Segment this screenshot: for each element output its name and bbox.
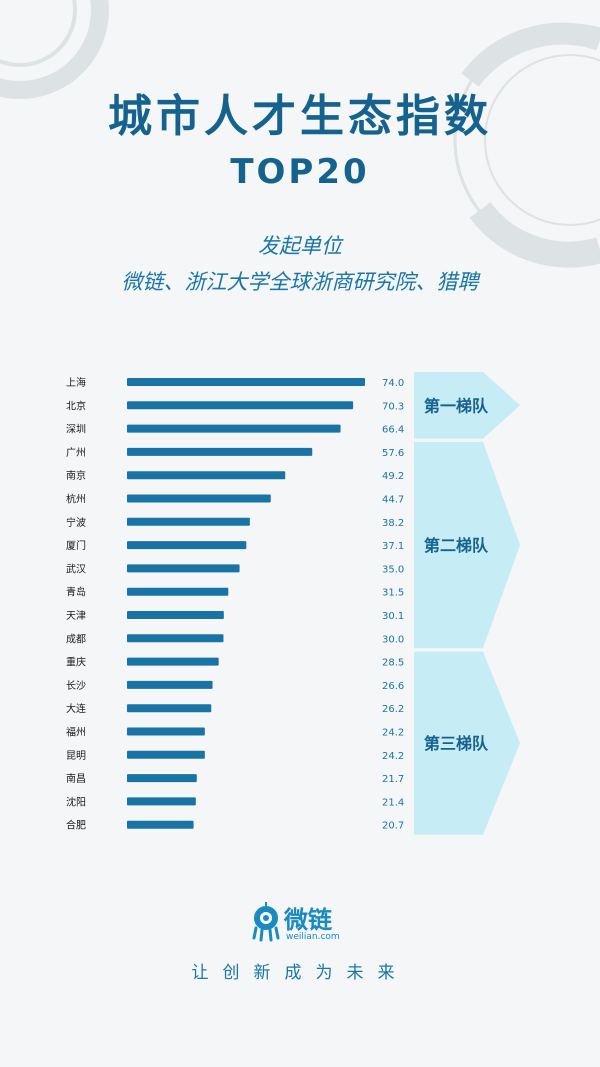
category-label: 天津 xyxy=(66,610,86,622)
value-label: 35.0 xyxy=(382,564,404,575)
deco-ring-topleft xyxy=(0,0,109,99)
value-label: 28.5 xyxy=(382,658,404,669)
value-label: 49.2 xyxy=(382,471,404,482)
bar xyxy=(127,727,205,736)
bar xyxy=(127,611,224,619)
tier-shape-1 xyxy=(414,372,520,439)
deco-arc-right-top xyxy=(461,22,600,87)
logo-text: 微链 xyxy=(284,906,332,934)
category-label: 长沙 xyxy=(66,680,86,692)
category-label: 宁波 xyxy=(66,516,86,529)
organizer-label: 发起单位 xyxy=(258,234,342,258)
category-label: 厦门 xyxy=(66,539,86,552)
bar xyxy=(127,378,365,386)
category-label: 成都 xyxy=(66,633,86,645)
bar xyxy=(127,424,341,433)
tier-label-3: 第三梯队 xyxy=(424,734,489,753)
value-label: 74.0 xyxy=(382,378,404,389)
bar xyxy=(127,820,194,829)
category-label: 上海 xyxy=(66,376,86,389)
page-title: 城市人才生态指数 xyxy=(108,91,492,142)
tier-shape-2 xyxy=(414,441,520,649)
category-label: 广州 xyxy=(66,447,86,459)
bar xyxy=(127,657,219,666)
organizer-names: 微链、浙江大学全球浙商研究院、猎聘 xyxy=(121,270,479,294)
value-label: 24.2 xyxy=(382,728,404,739)
bar xyxy=(127,564,240,573)
category-label: 昆明 xyxy=(66,750,86,762)
category-label: 北京 xyxy=(66,399,86,412)
tier-shape-3 xyxy=(414,651,520,835)
category-label: 南京 xyxy=(66,469,86,482)
bar xyxy=(127,541,247,550)
weilian-logo: 微链 weilian.com xyxy=(250,900,360,950)
deco-ring-right-inner xyxy=(484,54,600,226)
value-label: 20.7 xyxy=(382,821,404,832)
page-subtitle: TOP20 xyxy=(230,152,370,192)
bar xyxy=(127,704,212,713)
deco-ring-topleft-inner xyxy=(0,0,77,67)
value-label: 21.4 xyxy=(382,797,404,808)
value-label: 37.1 xyxy=(382,541,404,552)
tier-label-2: 第二梯队 xyxy=(424,536,489,555)
category-label: 福州 xyxy=(66,726,86,739)
value-label: 57.6 xyxy=(382,448,404,459)
value-label: 66.4 xyxy=(382,425,404,436)
value-label: 44.7 xyxy=(382,495,404,506)
category-label: 沈阳 xyxy=(66,795,86,808)
category-label: 深圳 xyxy=(66,424,86,436)
category-label: 青岛 xyxy=(66,586,86,599)
bar xyxy=(127,401,354,410)
category-label: 武汉 xyxy=(66,562,86,575)
value-label: 31.5 xyxy=(382,588,404,599)
bar xyxy=(127,797,196,806)
robot-mascot-icon xyxy=(252,902,280,942)
bar xyxy=(127,447,313,456)
value-label: 30.0 xyxy=(382,634,404,645)
bar xyxy=(127,494,271,503)
tier-label-1: 第一梯队 xyxy=(424,396,489,415)
category-label: 大连 xyxy=(66,702,86,715)
value-label: 26.2 xyxy=(382,704,404,715)
value-label: 30.1 xyxy=(382,611,404,622)
value-label: 24.2 xyxy=(382,751,404,762)
category-label: 合肥 xyxy=(66,819,86,832)
value-label: 38.2 xyxy=(382,518,404,529)
bar xyxy=(127,680,213,689)
value-label: 70.3 xyxy=(382,401,404,412)
bar xyxy=(127,634,224,643)
deco-arc-right-bottom xyxy=(469,201,600,268)
value-label: 21.7 xyxy=(382,774,404,785)
bar xyxy=(127,517,250,526)
bar xyxy=(127,750,205,759)
category-label: 南昌 xyxy=(66,772,86,785)
category-label: 重庆 xyxy=(66,656,86,669)
logo-url: weilian.com xyxy=(286,932,340,942)
category-label: 杭州 xyxy=(66,493,86,506)
bar xyxy=(127,471,286,480)
bar xyxy=(127,587,229,596)
slogan: 让创新成为未来 xyxy=(191,963,409,983)
bar xyxy=(127,774,197,783)
value-label: 26.6 xyxy=(382,681,404,692)
